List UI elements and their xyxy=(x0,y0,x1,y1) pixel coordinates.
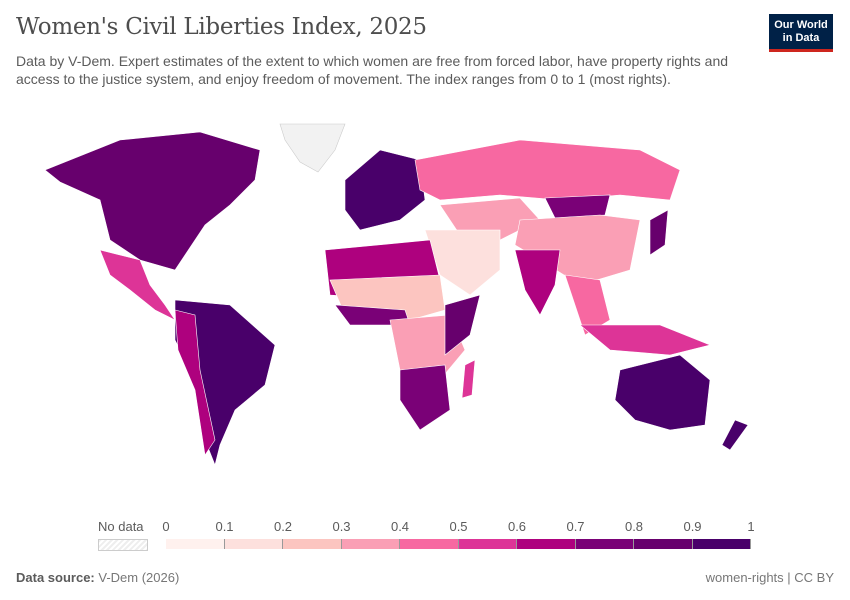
region-russia xyxy=(414,139,681,201)
region-europe xyxy=(344,149,426,231)
region-india xyxy=(514,249,561,316)
legend-bin[interactable] xyxy=(166,539,225,549)
region-southern-africa xyxy=(399,364,451,431)
chart-title: Women's Civil Liberties Index, 2025 xyxy=(16,14,427,40)
region-north-america xyxy=(44,131,261,271)
region-china xyxy=(514,214,641,286)
region-mongolia xyxy=(544,194,611,219)
legend-bin[interactable] xyxy=(634,539,693,549)
region-new-zealand xyxy=(721,419,749,451)
legend-tick: 0.1 xyxy=(215,519,234,534)
region-indonesia xyxy=(579,324,711,356)
region-east-africa xyxy=(444,294,481,356)
logo-text-1: Our World xyxy=(774,19,828,31)
legend-tick: 0.6 xyxy=(507,519,527,534)
region-australia xyxy=(614,354,711,431)
source-link[interactable]: V-Dem (2026) xyxy=(98,570,180,585)
source-label: Data source: xyxy=(16,570,95,585)
legend-bin[interactable] xyxy=(575,539,634,549)
legend-tick: 0.7 xyxy=(566,519,585,534)
region-japan xyxy=(649,209,669,256)
region-madagascar xyxy=(461,359,476,399)
no-data-swatch xyxy=(98,539,148,551)
data-source: Data source: V-Dem (2026) xyxy=(16,570,179,585)
logo-text-2: in Data xyxy=(782,32,820,44)
no-data-label: No data xyxy=(98,519,144,534)
legend-bin[interactable] xyxy=(224,539,283,549)
legend-bin[interactable] xyxy=(692,539,751,549)
legend-bin[interactable] xyxy=(400,539,459,549)
region-andes xyxy=(174,309,216,456)
legend-tick: 0.4 xyxy=(390,519,410,534)
world-map[interactable] xyxy=(0,110,850,510)
footer-license[interactable]: women-rights | CC BY xyxy=(705,570,834,585)
legend-tick: 0.9 xyxy=(683,519,702,534)
legend-tick: 0.8 xyxy=(624,519,644,534)
legend-bin[interactable] xyxy=(283,539,342,549)
color-legend: No data 0 0.1 0.2 0.3 0.4 0.5 0.6 0.7 0.8 0.9 1 xyxy=(0,515,850,555)
legend-tick: 0.5 xyxy=(449,519,468,534)
legend-tick: 0 xyxy=(162,519,170,534)
region-greenland xyxy=(279,123,346,173)
region-middle-east xyxy=(424,229,501,296)
legend-bin[interactable] xyxy=(458,539,517,549)
legend-tick: 0.2 xyxy=(273,519,293,534)
legend-bin[interactable] xyxy=(517,539,576,549)
legend-tick: 1 xyxy=(747,519,755,534)
legend-bin[interactable] xyxy=(341,539,400,549)
chart-subtitle: Data by V-Dem. Expert estimates of the e… xyxy=(16,53,729,87)
owid-logo[interactable]: Our World in Data xyxy=(769,14,833,52)
legend-tick: 0.3 xyxy=(332,519,351,534)
